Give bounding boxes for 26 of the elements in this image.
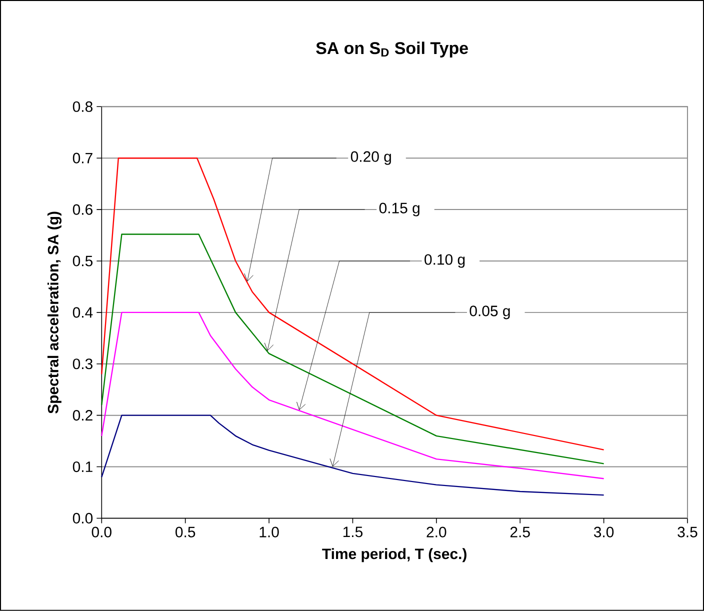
x-tick-label: 1.0 [260, 526, 279, 538]
line-series [101, 234, 604, 464]
x-tick-label: 1.5 [343, 526, 362, 538]
x-tick-label: 3.5 [678, 526, 698, 538]
y-tick-label: 0.8 [72, 101, 92, 112]
x-tick-label: 3.0 [594, 526, 614, 538]
x-tick-label: 0.0 [92, 526, 112, 538]
x-tick-label: 0.5 [176, 526, 196, 538]
line-series [101, 414, 604, 496]
y-tick-label: 0.3 [72, 358, 92, 370]
y-tick-label: 0.2 [72, 410, 92, 421]
annotation: 0.10 g [424, 254, 465, 268]
y-tick-label: 0.5 [72, 256, 93, 266]
annotation: 0.15 g [379, 202, 420, 216]
x-axis-title: Time period, T (sec.) [322, 548, 466, 562]
y-tick-label: 0.0 [72, 512, 93, 524]
x-tick-label: 2.0 [426, 526, 446, 538]
annotation: 0.20 g [350, 151, 391, 165]
annotation: 0.05 g [470, 306, 510, 320]
y-tick-label: 0.1 [72, 462, 92, 472]
y-tick-label: 0.4 [72, 307, 93, 318]
y-tick-label: 0.6 [72, 204, 92, 215]
x-tick-label: 2.5 [510, 526, 530, 538]
y-tick-label: 0.7 [72, 152, 92, 164]
y-axis-title: Spectral acceleration, SA (g) [47, 212, 62, 414]
chart-title: SA on S$_{D}$ Soil Type [316, 42, 468, 58]
